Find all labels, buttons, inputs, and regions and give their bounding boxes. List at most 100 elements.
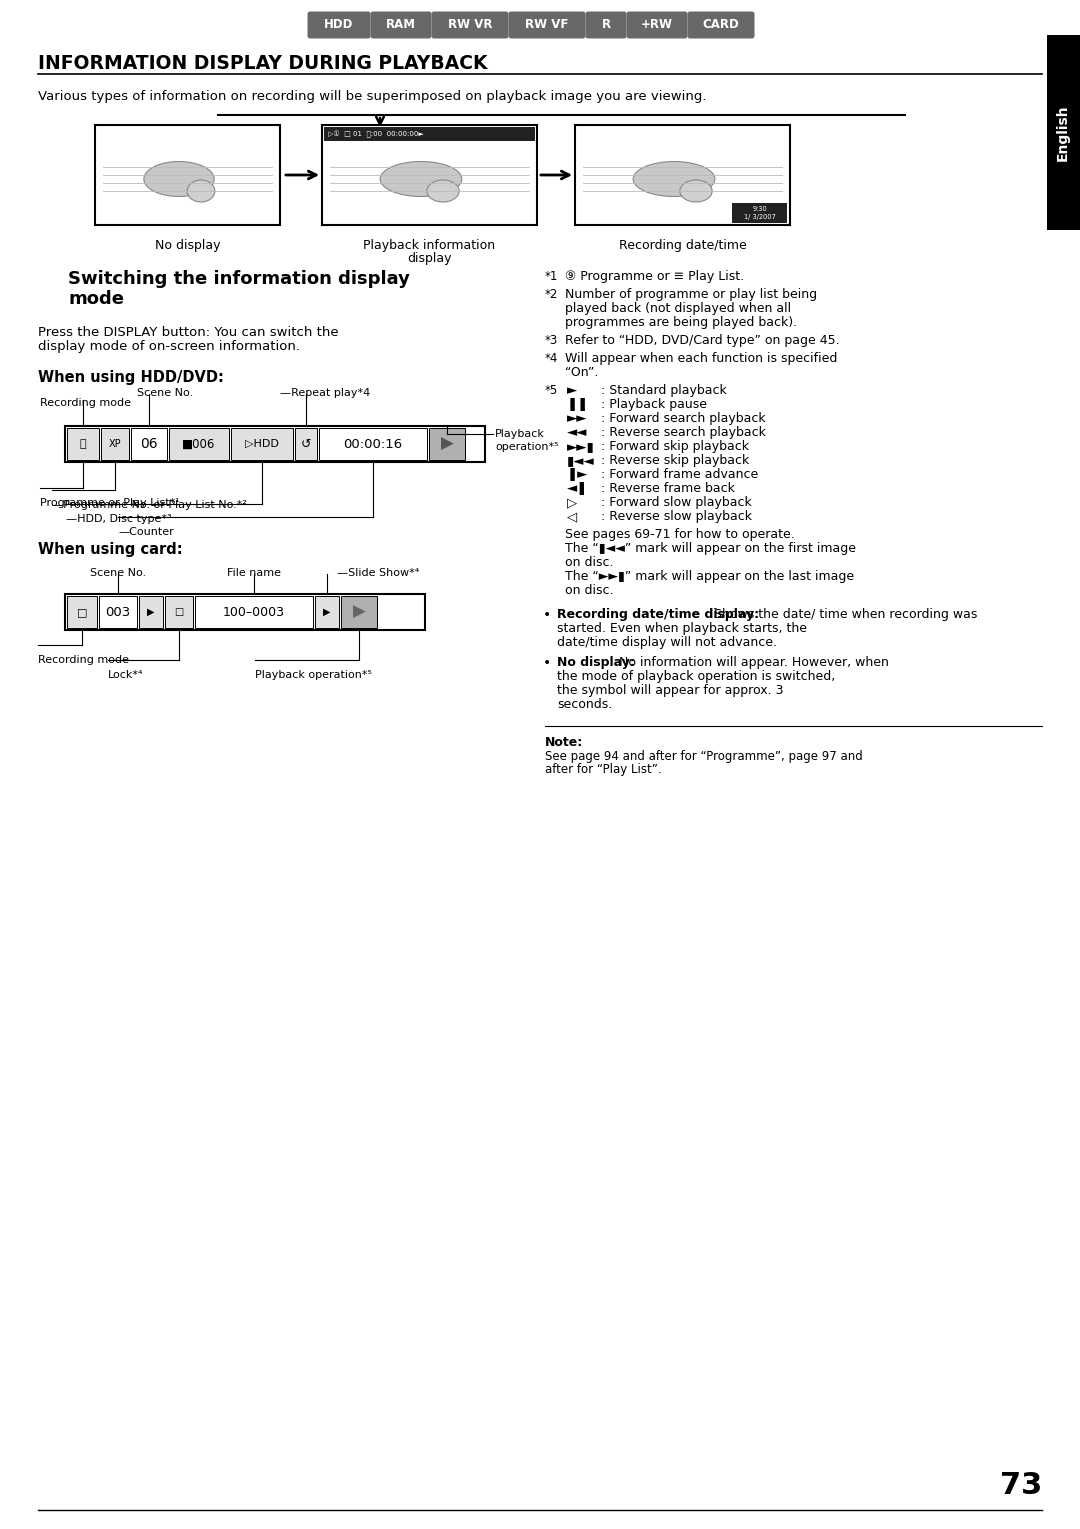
Text: Recording date/time display:: Recording date/time display: xyxy=(557,609,759,621)
Text: The “►►▮” mark will appear on the last image: The “►►▮” mark will appear on the last i… xyxy=(565,570,854,583)
Text: mode: mode xyxy=(68,291,124,307)
Text: played back (not displayed when all: played back (not displayed when all xyxy=(565,303,792,315)
Text: HDD: HDD xyxy=(324,18,353,32)
Text: ▶: ▶ xyxy=(323,607,330,618)
Text: ▷HDD: ▷HDD xyxy=(245,439,279,450)
Text: 9:30
1/ 3/2007: 9:30 1/ 3/2007 xyxy=(744,206,775,220)
Text: Scene No.: Scene No. xyxy=(90,567,146,578)
Bar xyxy=(67,596,97,628)
Bar xyxy=(102,428,129,460)
Text: “On”.: “On”. xyxy=(565,365,598,379)
Text: : Forward slow playback: : Forward slow playback xyxy=(600,495,752,509)
Ellipse shape xyxy=(633,162,715,197)
Bar xyxy=(1047,35,1080,229)
Bar xyxy=(99,596,137,628)
Text: Scene No.: Scene No. xyxy=(137,388,193,398)
FancyBboxPatch shape xyxy=(370,12,432,38)
Text: Recording date/time: Recording date/time xyxy=(619,239,746,252)
Text: date/time display will not advance.: date/time display will not advance. xyxy=(557,636,777,648)
Text: RW VF: RW VF xyxy=(525,18,569,32)
Text: +RW: +RW xyxy=(642,18,673,32)
Text: □: □ xyxy=(174,607,184,618)
Text: ◄❚: ◄❚ xyxy=(567,482,589,495)
Bar xyxy=(341,596,377,628)
Text: When using HDD/DVD:: When using HDD/DVD: xyxy=(38,370,224,385)
Text: : Playback pause: : Playback pause xyxy=(600,398,707,411)
FancyBboxPatch shape xyxy=(626,12,688,38)
Text: 73: 73 xyxy=(1000,1471,1042,1500)
Text: *1: *1 xyxy=(545,271,558,283)
Bar xyxy=(168,428,229,460)
Text: The “▮◄◄” mark will appear on the first image: The “▮◄◄” mark will appear on the first … xyxy=(565,541,856,555)
FancyBboxPatch shape xyxy=(585,12,626,38)
Text: Programme or Play List*¹: Programme or Play List*¹ xyxy=(40,498,179,508)
Text: 🎥: 🎥 xyxy=(80,439,86,450)
Text: Lock*⁴: Lock*⁴ xyxy=(108,670,144,680)
Text: seconds.: seconds. xyxy=(557,699,612,711)
FancyBboxPatch shape xyxy=(432,12,509,38)
Bar xyxy=(131,428,167,460)
Text: ■006: ■006 xyxy=(183,437,216,451)
Text: Playback operation*⁵: Playback operation*⁵ xyxy=(255,670,372,680)
Text: : Forward skip playback: : Forward skip playback xyxy=(600,440,750,453)
Text: No display:: No display: xyxy=(557,656,635,670)
Text: operation*⁵: operation*⁵ xyxy=(495,442,558,453)
Text: ◁: ◁ xyxy=(567,511,577,523)
Text: Recording mode: Recording mode xyxy=(38,654,129,665)
Ellipse shape xyxy=(427,180,459,202)
Bar xyxy=(319,428,427,460)
Text: : Forward frame advance: : Forward frame advance xyxy=(600,468,758,482)
Text: Switching the information display: Switching the information display xyxy=(68,271,410,287)
Bar xyxy=(65,427,485,462)
Ellipse shape xyxy=(187,180,215,202)
FancyBboxPatch shape xyxy=(308,12,370,38)
Bar xyxy=(315,596,339,628)
Bar xyxy=(231,428,293,460)
Bar xyxy=(575,125,789,225)
Text: —Repeat play*4: —Repeat play*4 xyxy=(280,388,370,398)
Text: •: • xyxy=(543,656,551,670)
Text: : Reverse slow playback: : Reverse slow playback xyxy=(600,511,752,523)
Text: on disc.: on disc. xyxy=(565,557,613,569)
Text: 003: 003 xyxy=(106,605,131,619)
Text: See page 94 and after for “Programme”, page 97 and: See page 94 and after for “Programme”, p… xyxy=(545,751,863,763)
Text: XP: XP xyxy=(109,439,121,450)
Text: Shows the date/ time when recording was: Shows the date/ time when recording was xyxy=(714,609,977,621)
Text: Various types of information on recording will be superimposed on playback image: Various types of information on recordin… xyxy=(38,90,706,102)
Ellipse shape xyxy=(680,180,712,202)
Text: ❚►: ❚► xyxy=(567,468,589,482)
Text: *4: *4 xyxy=(545,352,558,365)
Bar xyxy=(295,428,318,460)
Text: : Standard playback: : Standard playback xyxy=(600,384,727,398)
Text: Recording mode: Recording mode xyxy=(40,398,131,408)
Text: the symbol will appear for approx. 3: the symbol will appear for approx. 3 xyxy=(557,683,783,697)
Bar xyxy=(324,127,535,141)
Text: programmes are being played back).: programmes are being played back). xyxy=(565,317,797,329)
Text: —Programme No. or Play List No.*²: —Programme No. or Play List No.*² xyxy=(52,500,247,511)
Text: Note:: Note: xyxy=(545,735,583,749)
Bar xyxy=(139,596,163,628)
Text: 00:00:16: 00:00:16 xyxy=(343,437,403,451)
Bar xyxy=(195,596,313,628)
Text: 06: 06 xyxy=(140,437,158,451)
Text: after for “Play List”.: after for “Play List”. xyxy=(545,763,662,777)
Ellipse shape xyxy=(144,162,214,197)
Text: ►: ► xyxy=(567,384,577,398)
Text: Playback information: Playback information xyxy=(364,239,496,252)
Bar xyxy=(732,203,787,223)
Text: File name: File name xyxy=(227,567,281,578)
Bar xyxy=(95,125,280,225)
Text: —Counter: —Counter xyxy=(118,528,174,537)
Text: ►►▮: ►►▮ xyxy=(567,440,595,453)
Text: on disc.: on disc. xyxy=(565,584,613,596)
Text: ↺: ↺ xyxy=(300,437,311,451)
Text: : Reverse skip playback: : Reverse skip playback xyxy=(600,454,750,466)
Text: ▶: ▶ xyxy=(353,602,365,621)
Text: ▶: ▶ xyxy=(441,434,454,453)
Text: Refer to “HDD, DVD/Card type” on page 45.: Refer to “HDD, DVD/Card type” on page 45… xyxy=(565,333,839,347)
Text: ❚❚: ❚❚ xyxy=(567,398,590,411)
Text: *5: *5 xyxy=(545,384,558,398)
Text: ▷: ▷ xyxy=(567,495,577,509)
Text: display: display xyxy=(407,252,451,265)
Text: No information will appear. However, when: No information will appear. However, whe… xyxy=(619,656,889,670)
